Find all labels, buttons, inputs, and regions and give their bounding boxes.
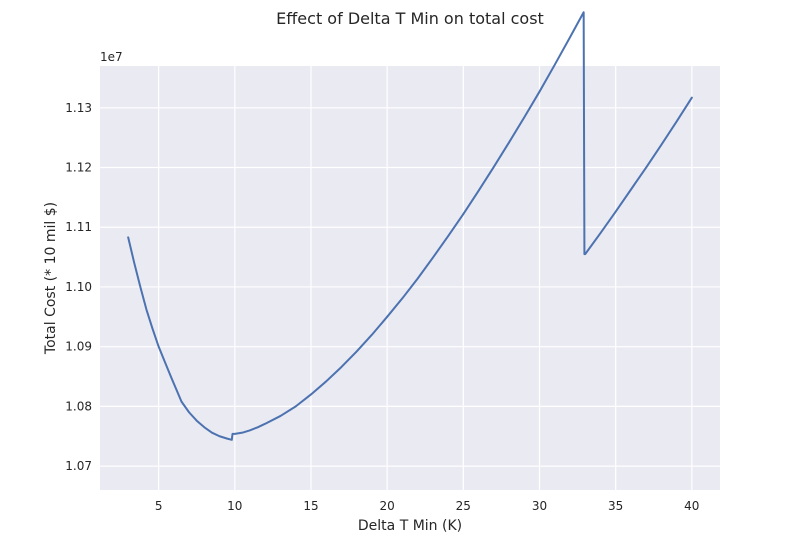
y-axis-offset-label: 1e7 [100,50,123,64]
x-tick-label: 20 [380,499,395,513]
x-axis-ticks: 5 10 15 20 25 30 35 40 [155,499,700,513]
y-tick-label: 1.08 [65,399,92,413]
chart-title: Effect of Delta T Min on total cost [276,9,544,28]
x-tick-label: 30 [532,499,547,513]
x-tick-label: 15 [303,499,318,513]
y-axis-ticks: 1.07 1.08 1.09 1.10 1.11 1.12 1.13 [65,101,92,473]
x-tick-label: 35 [608,499,623,513]
x-tick-label: 25 [456,499,471,513]
y-tick-label: 1.10 [65,280,92,294]
x-tick-label: 10 [227,499,242,513]
y-axis-label: Total Cost (* 10 mil $) [43,202,59,355]
y-tick-label: 1.12 [65,161,92,175]
x-axis-label: Delta T Min (K) [358,518,462,534]
x-tick-label: 5 [155,499,163,513]
y-tick-label: 1.13 [65,101,92,115]
y-tick-label: 1.11 [65,220,92,234]
series-line-1 [127,11,693,441]
y-tick-label: 1.09 [65,340,92,354]
grid-lines [100,66,720,490]
x-tick-label: 40 [684,499,699,513]
series-group [127,11,693,441]
plot-area [100,66,720,490]
y-tick-label: 1.07 [65,459,92,473]
